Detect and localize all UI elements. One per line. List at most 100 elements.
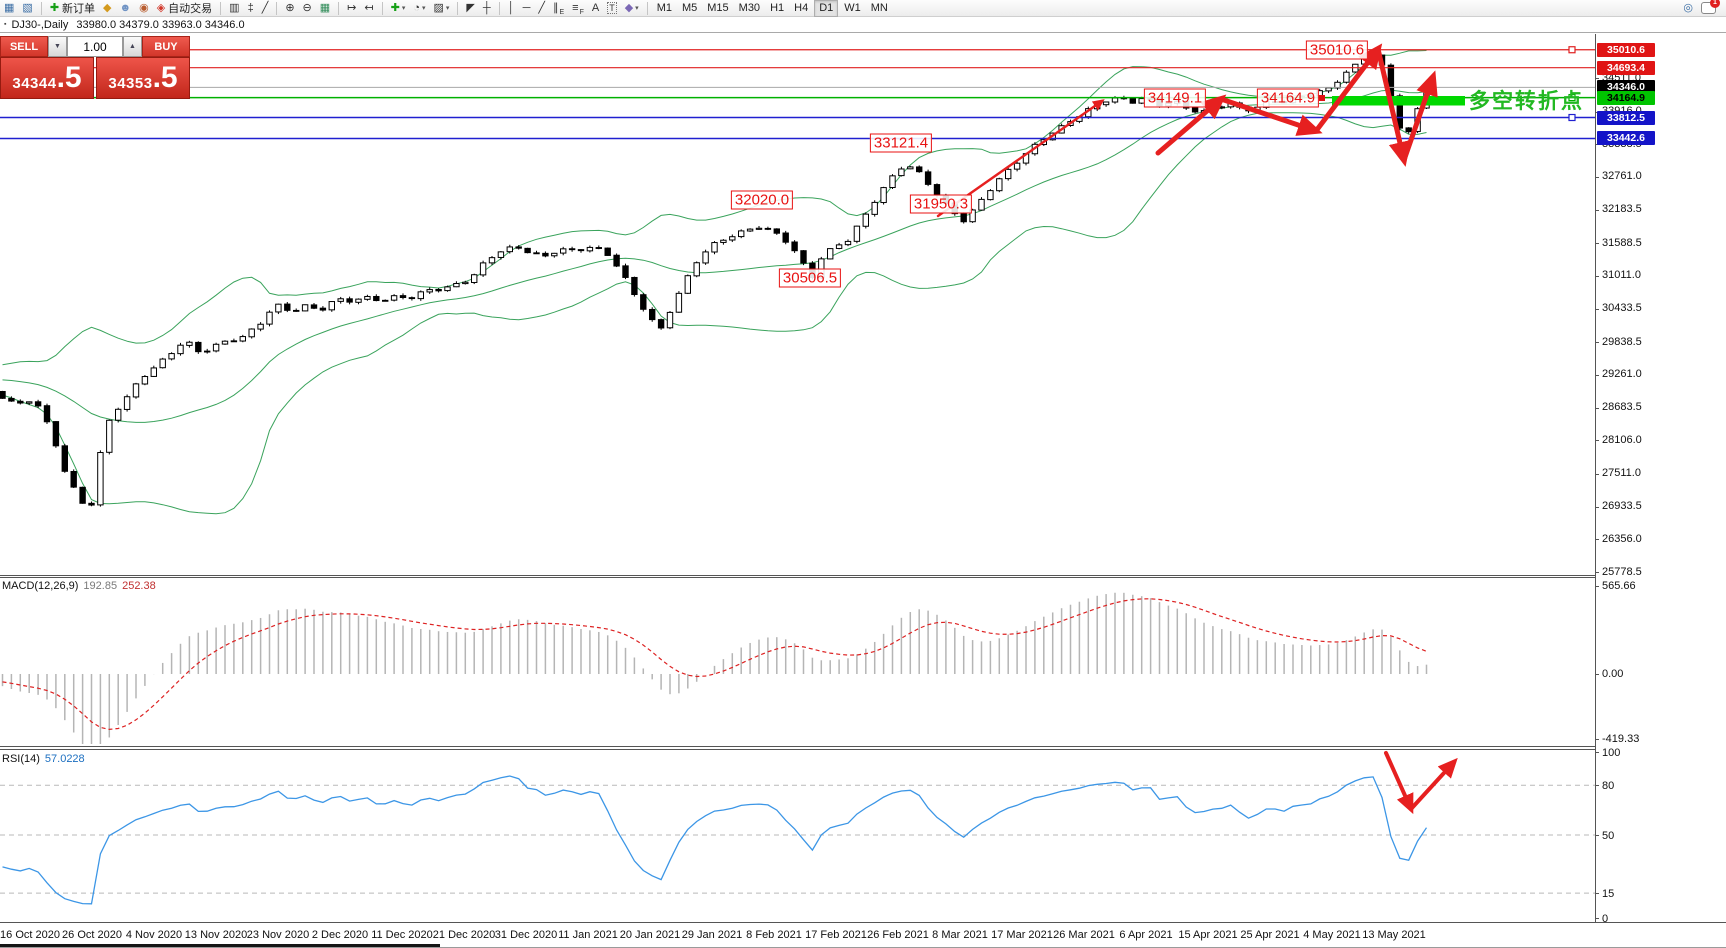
paint-bucket-icon[interactable]: ◆	[103, 1, 112, 14]
search-button[interactable]: ◎	[1683, 1, 1693, 14]
add-indicator-button[interactable]: ✚ ▾	[390, 1, 406, 14]
date-label: 23 Nov 2020	[246, 929, 310, 941]
zoom-in-button[interactable]: ⊕	[285, 1, 295, 14]
chart-shift-button[interactable]: ↤	[364, 1, 374, 14]
tf-m5-button[interactable]: M5	[681, 2, 698, 14]
data-window-icon[interactable]: ▧	[22, 1, 33, 14]
price-tick-label: 28106.0	[1602, 433, 1642, 446]
profile-icon[interactable]: ☻	[119, 1, 132, 14]
bollinger-band-line	[2, 50, 1427, 366]
candles	[0, 49, 1430, 507]
rsi-pane[interactable]	[0, 750, 1596, 922]
macd-signal-line	[2, 598, 1427, 731]
price-badge: 34693.4	[1597, 60, 1655, 75]
macd-signal-value: 252.38	[122, 580, 156, 592]
zoom-out-button[interactable]: ⊖	[302, 1, 312, 14]
macd-pane[interactable]	[0, 578, 1596, 746]
line-chart-button[interactable]: ╱	[261, 1, 269, 14]
rsi-tick-mark	[1595, 752, 1599, 753]
text-button[interactable]: A	[591, 1, 600, 14]
tf-h4-button[interactable]: H4	[794, 2, 809, 14]
templates-button[interactable]: ▨ ▾	[433, 1, 450, 14]
channel-button[interactable]: ∥ E	[552, 1, 565, 16]
trend-arrow[interactable]	[1313, 43, 1383, 134]
auto-scroll-button[interactable]: ↦	[347, 1, 357, 14]
tf-m30-button[interactable]: M30	[738, 2, 761, 14]
turning-point-annotation[interactable]: 多空转折点	[1469, 90, 1584, 113]
one-click-trading-panel: SELL ▼ ▲ BUY 34344.5 34353.5	[0, 36, 190, 99]
date-label: 17 Mar 2021	[991, 929, 1053, 941]
trendline-button[interactable]: ╱	[538, 1, 545, 14]
volume-decrease-button[interactable]: ▼	[48, 36, 67, 57]
price-tick-mark	[1595, 342, 1599, 344]
tf-h1-button[interactable]: H1	[770, 2, 785, 14]
tf-mn-button[interactable]: MN	[870, 2, 888, 14]
chart-window-icon[interactable]: ▦	[4, 1, 15, 14]
rsi-tick-label: 0	[1602, 913, 1609, 925]
pane-separator	[0, 577, 1595, 578]
swing-price-label[interactable]: 34164.9	[1256, 88, 1320, 108]
text-label-button[interactable]: T	[607, 2, 617, 14]
rsi-tick-mark	[1595, 785, 1599, 787]
rsi-trend-arrow[interactable]	[1409, 757, 1458, 811]
notifications-button[interactable]: 1	[1698, 0, 1720, 16]
new-order-button[interactable]: ✚ 新订单	[49, 1, 96, 16]
cursor-button[interactable]: ◤	[466, 1, 475, 14]
bar-chart-button[interactable]: ▥	[229, 1, 240, 14]
pane-separator[interactable]	[0, 746, 1595, 747]
toolbar-separator	[457, 1, 459, 15]
scrollbar-segment[interactable]	[0, 944, 440, 947]
date-label: 4 Nov 2020	[125, 929, 183, 941]
swing-price-label[interactable]: 30506.5	[778, 268, 842, 288]
trend-arrow[interactable]	[1218, 96, 1323, 136]
date-label: 26 Mar 2021	[1053, 929, 1115, 941]
volume-increase-button[interactable]: ▲	[123, 36, 142, 57]
swing-price-label[interactable]: 34149.1	[1143, 88, 1207, 108]
fibonacci-button[interactable]: ≡ F	[572, 1, 584, 16]
price-tick-mark	[1595, 308, 1599, 310]
sell-button[interactable]: SELL	[0, 36, 48, 57]
horizontal-line-button[interactable]: ─	[522, 1, 531, 14]
date-axis[interactable]: 16 Oct 2020 26 Oct 2020 4 Nov 2020 13 Nov 2…	[0, 923, 1726, 948]
date-label: 20 Jan 2021	[619, 929, 681, 941]
swing-price-label[interactable]: 35010.6	[1305, 40, 1369, 60]
tf-d1-button[interactable]: D1	[814, 0, 839, 17]
buy-price[interactable]: 34353.5	[96, 57, 190, 99]
price-tick-label: 26356.0	[1602, 532, 1642, 545]
buy-button[interactable]: BUY	[142, 36, 190, 57]
swing-price-label[interactable]: 33121.4	[869, 133, 933, 153]
trend-arrow[interactable]	[1155, 94, 1227, 156]
price-tick-label: 32183.5	[1602, 203, 1642, 216]
macd-tick-label: 565.66	[1602, 580, 1636, 593]
price-tick-mark	[1595, 506, 1599, 508]
rsi-trend-arrow[interactable]	[1384, 751, 1414, 815]
candlestick-chart-button[interactable]: ‡	[247, 1, 254, 14]
crosshair-button[interactable]: ┼	[482, 1, 491, 14]
chart-title-bar: ▪ DJ30-,Daily 33980.0 34379.0 33963.0 34…	[0, 17, 1726, 33]
pane-separator[interactable]	[0, 575, 1595, 576]
price-tick-label: 31588.5	[1602, 236, 1642, 249]
sell-price[interactable]: 34344.5	[0, 57, 94, 99]
main-chart-pane[interactable]	[0, 34, 1596, 575]
swing-price-label[interactable]: 32020.0	[730, 190, 794, 210]
tf-w1-button[interactable]: W1	[844, 2, 861, 14]
date-label: 26 Oct 2020	[62, 929, 122, 941]
trend-arrow[interactable]	[1375, 46, 1411, 167]
trend-arrow[interactable]	[1401, 70, 1438, 163]
periods-button[interactable]: ◔ ▾	[413, 1, 426, 14]
tile-windows-button[interactable]: ▦	[319, 1, 331, 14]
volume-input[interactable]	[67, 36, 123, 57]
date-label: 8 Mar 2021	[932, 929, 988, 941]
toolbar: ▦ ▧ ✚ 新订单 ◆ ☻ ◉ ◈ 自动交易 ▥ ‡ ╱ ⊕ ⊖ ▦ ↦ ↤ ✚ ▾ ◔ ▾ ▨ ▾ ◤ ┼ │ ─ ╱ ∥ E ≡ F A T ◆…	[0, 0, 1726, 17]
price-badge: 34164.9	[1597, 90, 1655, 105]
signal-icon[interactable]: ◉	[139, 1, 149, 14]
date-label: 6 Apr 2021	[1119, 929, 1173, 941]
tf-m1-button[interactable]: M1	[656, 2, 672, 14]
vertical-line-button[interactable]: │	[507, 1, 515, 14]
turning-point-band[interactable]	[1332, 96, 1465, 106]
auto-trading-button[interactable]: ◈ 自动交易	[156, 1, 213, 16]
shapes-button[interactable]: ◆ ▾	[624, 1, 639, 14]
tf-m15-button[interactable]: M15	[707, 2, 729, 14]
toolbar-separator	[338, 1, 340, 15]
swing-price-label[interactable]: 31950.3	[909, 194, 973, 214]
